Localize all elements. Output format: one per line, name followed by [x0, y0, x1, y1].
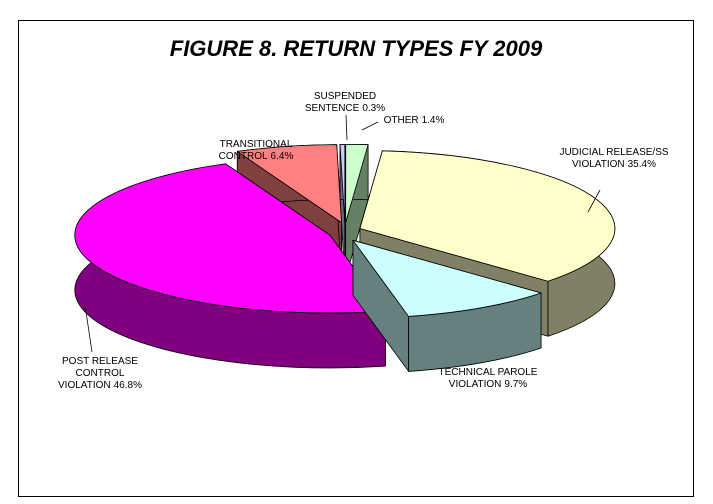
- data-label: TECHNICAL PAROLE VIOLATION 9.7%: [428, 367, 548, 391]
- leader-line: [345, 114, 348, 141]
- leader-line: [84, 304, 93, 353]
- label-value: 9.7%: [504, 379, 528, 390]
- leader-line: [361, 121, 379, 131]
- data-label: TRANSITIONAL CONTROL 6.4%: [206, 139, 306, 163]
- pie: [74, 144, 616, 372]
- label-category: JUDICIAL RELEASE/SS VIOLATION: [559, 147, 669, 170]
- slice: [352, 239, 542, 372]
- data-label: POST RELEASE CONTROL VIOLATION 46.8%: [40, 356, 160, 392]
- label-category: TECHNICAL PAROLE VIOLATION: [438, 367, 538, 390]
- data-label: OTHER 1.4%: [374, 115, 454, 127]
- label-category: OTHER: [383, 115, 419, 126]
- label-value: 6.4%: [270, 151, 294, 162]
- slice-top: [236, 144, 342, 224]
- slice-top: [74, 163, 386, 314]
- label-value: 1.4%: [421, 115, 445, 126]
- label-value: 35.4%: [627, 159, 656, 170]
- slice-top: [359, 150, 616, 282]
- data-label: JUDICIAL RELEASE/SS VIOLATION 35.4%: [559, 147, 669, 171]
- label-category: TRANSITIONAL CONTROL: [218, 139, 293, 162]
- slice-top: [339, 144, 346, 223]
- data-label: SUSPENDED SENTENCE 0.3%: [300, 91, 390, 115]
- label-category: POST RELEASE CONTROL VIOLATION: [58, 356, 138, 391]
- slice-top: [345, 144, 369, 223]
- label-value: 46.8%: [113, 380, 142, 391]
- label-value: 0.3%: [362, 103, 386, 114]
- chart-title: FIGURE 8. RETURN TYPES FY 2009: [170, 36, 543, 61]
- leader-line: [587, 189, 601, 213]
- slice-top: [352, 239, 542, 317]
- label-category: SUSPENDED SENTENCE: [304, 91, 377, 114]
